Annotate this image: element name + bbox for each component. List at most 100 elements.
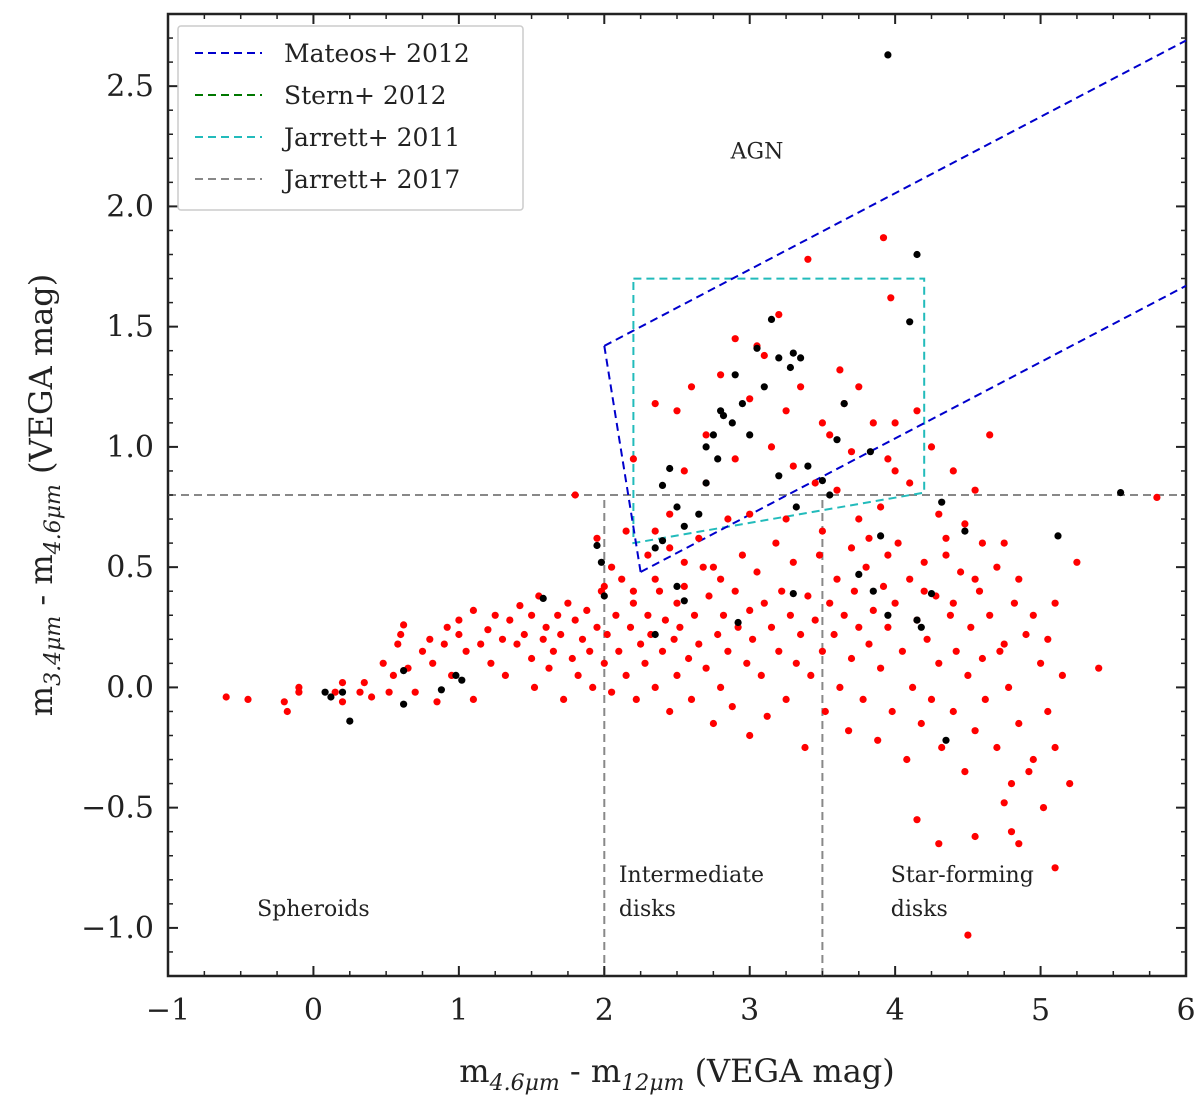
region-label: disks bbox=[619, 897, 676, 922]
data-point-red bbox=[1022, 630, 1030, 639]
data-point-red bbox=[1015, 840, 1023, 848]
data-point-red bbox=[760, 599, 768, 607]
data-point-red bbox=[891, 419, 899, 427]
data-point-red bbox=[280, 698, 288, 706]
data-point-red bbox=[612, 611, 620, 619]
data-point-red bbox=[728, 703, 736, 711]
data-point-red bbox=[717, 683, 725, 692]
data-point-red bbox=[484, 626, 492, 634]
data-point-red bbox=[891, 467, 899, 475]
data-point-black bbox=[452, 671, 460, 680]
data-point-black bbox=[346, 717, 354, 725]
y-ticks: −1.0 −0.5 0.0 0.5 1.0 1.5 2.0 2.5 bbox=[81, 37, 1186, 953]
data-point-red bbox=[887, 294, 895, 302]
data-point-red bbox=[673, 599, 681, 607]
data-point-red bbox=[608, 563, 616, 571]
data-point-red bbox=[545, 664, 553, 672]
data-point-red bbox=[1007, 828, 1016, 836]
data-point-black bbox=[884, 611, 892, 619]
data-point-red bbox=[368, 693, 376, 701]
data-point-red bbox=[1051, 599, 1059, 607]
data-point-red bbox=[775, 647, 783, 655]
data-point-black bbox=[321, 688, 329, 696]
data-point-red bbox=[949, 467, 957, 475]
data-point-red bbox=[949, 599, 957, 607]
data-point-red bbox=[389, 671, 397, 680]
data-point-black bbox=[775, 472, 783, 480]
data-point-red bbox=[666, 510, 674, 518]
data-point-red bbox=[622, 527, 630, 535]
data-point-red bbox=[661, 616, 670, 624]
data-point-black bbox=[593, 541, 601, 550]
data-point-red bbox=[528, 611, 536, 619]
data-point-red bbox=[644, 611, 652, 619]
data-point-red bbox=[845, 727, 853, 735]
data-point-red bbox=[891, 599, 899, 607]
data-point-red bbox=[869, 419, 877, 427]
data-point-red bbox=[978, 539, 987, 547]
data-point-red bbox=[1073, 558, 1081, 566]
data-point-black bbox=[877, 532, 885, 540]
x-axis-title-mid: - m bbox=[560, 1052, 622, 1090]
data-point-red bbox=[859, 695, 867, 704]
data-point-red bbox=[840, 611, 848, 619]
data-point-red bbox=[651, 575, 659, 583]
data-point-red bbox=[687, 695, 696, 704]
x-axis-title-tail: (VEGA mag) bbox=[684, 1052, 894, 1090]
data-point-red bbox=[971, 727, 979, 735]
mateos-lower-line bbox=[640, 284, 1187, 573]
data-point-red bbox=[554, 611, 562, 619]
mateos-upper-line bbox=[603, 39, 1187, 347]
data-point-red bbox=[1051, 743, 1059, 752]
data-point-red bbox=[884, 455, 892, 463]
data-point-red bbox=[821, 707, 829, 716]
data-point-red bbox=[477, 640, 485, 648]
data-point-black bbox=[913, 250, 921, 259]
data-point-red bbox=[778, 587, 786, 595]
data-point-red bbox=[426, 635, 434, 643]
data-point-red bbox=[746, 606, 754, 615]
data-point-red bbox=[884, 551, 892, 559]
data-point-red bbox=[603, 630, 611, 639]
data-point-red bbox=[879, 234, 888, 242]
data-point-red bbox=[717, 575, 725, 583]
data-point-red bbox=[629, 599, 638, 607]
data-point-black bbox=[789, 349, 797, 357]
data-point-red bbox=[618, 575, 626, 583]
data-point-red bbox=[528, 654, 536, 663]
data-point-red bbox=[731, 335, 739, 343]
data-point-black bbox=[869, 587, 877, 595]
data-point-black bbox=[961, 527, 969, 535]
data-point-black bbox=[719, 412, 728, 420]
data-point-red bbox=[815, 551, 824, 559]
data-point-red bbox=[702, 664, 710, 672]
data-point-black bbox=[437, 686, 445, 694]
data-point-red bbox=[658, 647, 667, 655]
legend-label: Stern+ 2012 bbox=[284, 81, 447, 110]
data-point-red bbox=[571, 491, 579, 499]
data-point-black bbox=[400, 667, 408, 675]
y-axis-title-sub1: 3.4μm bbox=[41, 616, 66, 686]
x-axis-title-sub1: 4.6μm bbox=[489, 1071, 560, 1096]
data-point-red bbox=[295, 683, 303, 692]
data-point-red bbox=[651, 400, 659, 408]
data-point-red bbox=[1010, 599, 1019, 607]
data-point-red bbox=[830, 630, 838, 639]
data-point-red bbox=[1005, 683, 1013, 692]
data-point-red bbox=[801, 743, 809, 752]
y-axis-title-tail: (VEGA mag) bbox=[22, 274, 60, 484]
data-point-red bbox=[760, 351, 768, 360]
data-point-red bbox=[462, 647, 470, 655]
data-point-black bbox=[840, 400, 848, 408]
data-point-red bbox=[655, 587, 664, 595]
data-point-red bbox=[884, 623, 892, 631]
data-point-red bbox=[443, 623, 451, 631]
data-point-red bbox=[626, 623, 635, 631]
legend-box bbox=[177, 25, 524, 211]
data-point-red bbox=[1000, 640, 1008, 648]
data-point-black bbox=[673, 582, 681, 591]
data-point-black bbox=[818, 477, 827, 485]
data-point-red bbox=[971, 486, 979, 494]
data-point-red bbox=[574, 671, 582, 680]
data-point-red bbox=[797, 630, 805, 639]
